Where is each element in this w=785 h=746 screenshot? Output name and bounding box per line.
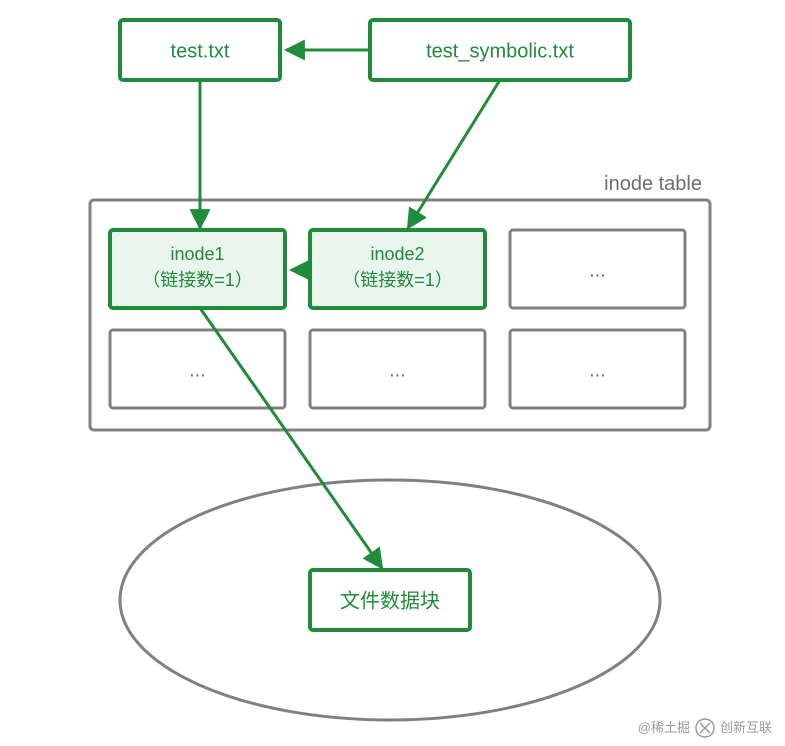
arrow-inode1-to-datablock (200, 308, 382, 568)
data-block-box: 文件数据块 (310, 570, 470, 630)
file-test-txt: test.txt (120, 20, 280, 80)
file-test-txt-label: test.txt (171, 40, 230, 62)
inode2-box: inode2 （链接数=1） (310, 230, 485, 308)
inode-cell-4-label: ... (189, 359, 206, 381)
inode2-linkcount: （链接数=1） (342, 270, 453, 290)
inode-cell-6-label: ... (589, 359, 606, 381)
file-test-symbolic-txt-label: test_symbolic.txt (426, 40, 574, 62)
inode-cell-5-label: ... (389, 359, 406, 381)
inode-cell-3-label: ... (589, 259, 606, 281)
watermark-logo-icon (696, 719, 714, 737)
file-test-symbolic-txt: test_symbolic.txt (370, 20, 630, 80)
inode1-linkcount: （链接数=1） (142, 270, 253, 290)
inode-cell-4: ... (110, 330, 285, 408)
inode2-title: inode2 (370, 244, 424, 264)
data-block-label: 文件数据块 (340, 589, 440, 612)
inode-cell-3: ... (510, 230, 685, 308)
inode-table-label: inode table (604, 173, 702, 195)
inode1-title: inode1 (170, 244, 224, 264)
watermark-right: 创新互联 (720, 720, 772, 735)
inode1-box: inode1 （链接数=1） (110, 230, 285, 308)
arrow-file_right-to-inode2 (408, 80, 500, 228)
diagram-canvas: inode table ... ... ... ... inode1 （链接数=… (0, 0, 785, 746)
inode-cell-6: ... (510, 330, 685, 408)
watermark-left: @稀土掘 (638, 720, 690, 735)
inode-cell-5: ... (310, 330, 485, 408)
watermark: @稀土掘 创新互联 (638, 719, 772, 737)
